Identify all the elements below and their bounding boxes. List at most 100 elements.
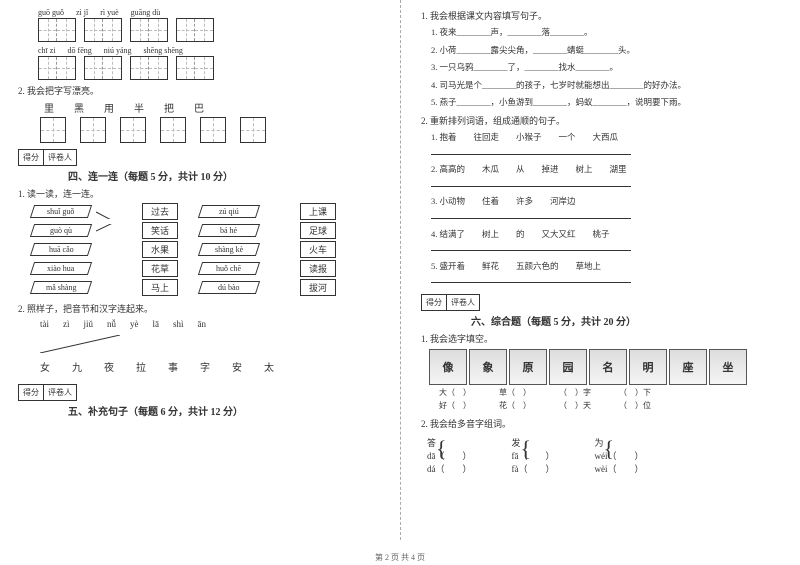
tianzige [120, 117, 146, 143]
q6-1-label: 1. 我会选字填空。 [421, 332, 786, 345]
fill-line: 4. 司马光是个________的孩子，七岁时就能想出________的好办法。 [431, 79, 786, 93]
reorder-line: 3. 小动物 住着 许多 河岸边 [431, 195, 786, 223]
word-box: 拔河 [300, 279, 336, 296]
pair: 大（ ） [439, 387, 471, 398]
pinyin: guāng dù [131, 8, 161, 17]
reorder-text: 3. 小动物 住着 许多 河岸边 [431, 196, 576, 206]
hanzi: 巴 [194, 100, 204, 115]
hanzi: 安 [232, 359, 242, 374]
word-box: 笑话 [142, 222, 178, 239]
pair: （ ）下 [619, 387, 651, 398]
tianzige [84, 56, 122, 80]
match-row: huā cǎo 水果 shàng kè 火车 [32, 241, 386, 258]
reading-b: fà（ ） [512, 462, 555, 475]
section-5-title: 五、补充句子（每题 6 分，共计 12 分） [68, 403, 386, 418]
match-row: xiào hua 花草 huǒ chē 读报 [32, 260, 386, 277]
pinyin: nǚ [107, 319, 116, 329]
score-box: 得分 评卷人 [18, 149, 386, 166]
pair: 花（ ） [499, 400, 531, 411]
score-label: 得分 [18, 384, 43, 401]
pinyin: shì [173, 319, 184, 329]
grader-label: 评卷人 [43, 149, 77, 166]
reorder-text: 4. 结满了 树上 的 又大又红 桃子 [431, 229, 610, 239]
tianzige [200, 117, 226, 143]
hanzi: 女 [40, 359, 50, 374]
word-box: 上课 [300, 203, 336, 220]
tianzige [38, 18, 76, 42]
tianzige [80, 117, 106, 143]
tianzige [130, 56, 168, 80]
word-box: 花草 [142, 260, 178, 277]
q2-label: 2. 重新排列词语，组成通顺的句子。 [421, 114, 786, 127]
pinyin-box: bá hé [220, 226, 237, 235]
apple-card: 明 [629, 349, 667, 385]
brace-group: 发 fā（ ） fà（ ） [512, 436, 555, 475]
brace-row: 答 dā（ ） dá（ ） 发 fā（ ） fà（ ） 为 wéi（ ） wèi… [427, 436, 786, 475]
pinyin-box: zú qiú [219, 207, 239, 216]
reading-b: wèi（ ） [595, 462, 644, 475]
answer-blank [431, 241, 631, 251]
score-box: 得分 评卷人 [18, 384, 386, 401]
apple-card: 坐 [709, 349, 747, 385]
q6-2-label: 2. 我会给多音字组词。 [421, 417, 786, 430]
section-6-title: 六、综合题（每题 5 分，共计 20 分） [471, 313, 786, 328]
pinyin: rì yuè [100, 8, 118, 17]
apple-card: 园 [549, 349, 587, 385]
hanzi: 太 [264, 359, 274, 374]
hanzi: 字 [200, 359, 210, 374]
word-box: 火车 [300, 241, 336, 258]
left-column: guō guǒ zì jǐ rì yuè guāng dù chī zi dō … [0, 0, 400, 540]
pinyin: tài [40, 319, 49, 329]
pair: （ ）位 [619, 400, 651, 411]
apple-card: 名 [589, 349, 627, 385]
pinyin: lā [153, 319, 160, 329]
single-box-row [40, 117, 386, 143]
match-line [96, 224, 136, 238]
q4-1-label: 1. 读一读，连一连。 [18, 187, 386, 200]
pinyin-box: huā cǎo [49, 245, 74, 254]
pinyin-letters: tài zì jiǔ nǚ yè lā shì ān [40, 319, 386, 329]
word-box: 足球 [300, 222, 336, 239]
reorder-text: 2. 高高的 木瓜 从 掉进 树上 湖里 [431, 164, 627, 174]
pinyin-box: shuǐ guǒ [47, 207, 74, 216]
tianzige [38, 56, 76, 80]
apple-card: 象 [469, 349, 507, 385]
hanzi: 九 [72, 359, 82, 374]
apple-card: 座 [669, 349, 707, 385]
hanzi-row: 里 黑 用 半 把 巴 [44, 100, 386, 115]
word-box: 水果 [142, 241, 178, 258]
pinyin-row-1: guō guǒ zì jǐ rì yuè guāng dù [38, 8, 386, 17]
brace-label: 发 [512, 438, 521, 448]
brace-group: 答 dā（ ） dá（ ） [427, 436, 472, 475]
pair-row: 大（ ） 草（ ） （ ）字 （ ）下 [439, 387, 786, 398]
pinyin: dō fēng [68, 46, 92, 55]
pair: （ ）字 [559, 387, 591, 398]
page-footer: 第 2 页 共 4 页 [0, 552, 800, 563]
reorder-line: 5. 盛开着 鲜花 五颜六色的 草地上 [431, 260, 786, 288]
reorder-text: 1. 抱着 往回走 小猴子 一个 大西瓜 [431, 132, 618, 142]
hanzi-letters: 女 九 夜 拉 事 字 安 太 [40, 359, 386, 374]
reorder-text: 5. 盛开着 鲜花 五颜六色的 草地上 [431, 261, 601, 271]
brace-label: 为 [595, 438, 604, 448]
word-box: 读报 [300, 260, 336, 277]
pinyin: niú yáng [104, 46, 132, 55]
tianzige [160, 117, 186, 143]
match-row: guò qù 笑话 bá hé 足球 [32, 222, 386, 239]
pair-row: 好（ ） 花（ ） （ ）天 （ ）位 [439, 400, 786, 411]
fill-line: 5. 燕子________，小鱼游到________，蚂蚁________，说明… [431, 96, 786, 110]
reading-a: wéi（ ） [595, 449, 644, 462]
answer-blank [431, 177, 631, 187]
grader-label: 评卷人 [43, 384, 77, 401]
tianzige [84, 18, 122, 42]
reading-a: fā（ ） [512, 449, 555, 462]
pinyin: chī zi [38, 46, 56, 55]
score-box: 得分 评卷人 [421, 294, 786, 311]
pair: （ ）天 [559, 400, 591, 411]
pinyin: zì [63, 319, 70, 329]
pinyin: jiǔ [84, 319, 94, 329]
reorder-line: 2. 高高的 木瓜 从 掉进 树上 湖里 [431, 163, 786, 191]
matching-area: shuǐ guǒ 过去 zú qiú 上课 guò qù 笑话 bá hé 足球… [18, 203, 386, 296]
right-column: 1. 我会根据课文内容填写句子。 1. 夜来________声，________… [400, 0, 800, 540]
pinyin-row-2: chī zi dō fēng niú yáng shēng shēng [38, 46, 386, 55]
apple-card: 原 [509, 349, 547, 385]
